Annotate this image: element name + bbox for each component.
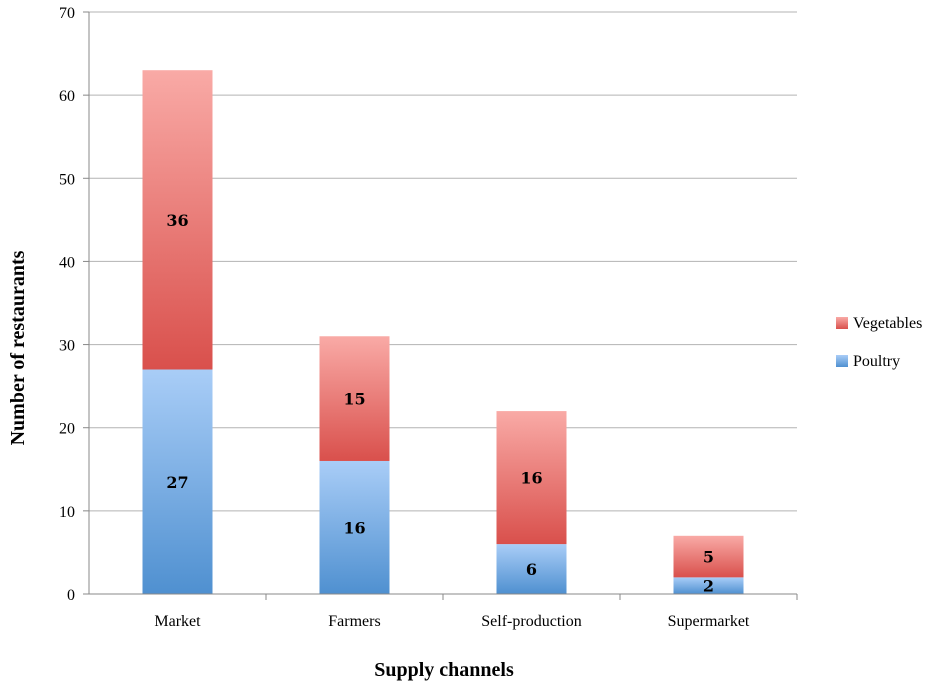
data-label: 5 xyxy=(703,548,714,567)
x-axis-title: Supply channels xyxy=(374,659,514,681)
data-label: 2 xyxy=(703,577,714,596)
bar-segment-vegetables-market xyxy=(142,70,213,370)
y-axis-title: Number of restaurants xyxy=(7,250,29,445)
bar-segment-vegetables-self-production xyxy=(496,411,567,545)
legend-label: Poultry xyxy=(853,353,900,370)
y-tick-label: 20 xyxy=(59,421,75,438)
legend-label: Vegetables xyxy=(853,315,922,332)
data-label: 15 xyxy=(343,390,365,409)
x-tick-label: Market xyxy=(154,613,201,630)
y-tick-label: 50 xyxy=(59,171,75,188)
bar-segment-poultry-farmers xyxy=(319,460,390,594)
data-label: 16 xyxy=(343,518,365,537)
bar-segment-poultry-self-production xyxy=(496,544,567,594)
data-labels: 27 36 16 15 6 16 2 5 xyxy=(166,211,714,596)
legend-swatch xyxy=(836,317,848,329)
legend: Vegetables Poultry xyxy=(836,315,922,370)
bars xyxy=(142,70,744,594)
y-tick-label: 70 xyxy=(59,5,75,22)
x-tick-label: Farmers xyxy=(328,613,380,630)
y-tick-label: 10 xyxy=(59,504,75,521)
axes xyxy=(88,12,797,595)
y-tick-label: 60 xyxy=(59,88,75,105)
data-label: 16 xyxy=(520,469,542,488)
bar-segment-vegetables-supermarket xyxy=(673,535,744,578)
bar-segment-poultry-supermarket xyxy=(673,577,744,594)
y-axis-ticks: 0 10 20 30 40 50 60 70 xyxy=(59,5,89,604)
y-tick-label: 30 xyxy=(59,338,75,355)
y-tick-label: 0 xyxy=(67,587,75,604)
data-label: 36 xyxy=(166,211,188,230)
bar-segment-vegetables-farmers xyxy=(319,336,390,461)
legend-swatch xyxy=(836,355,848,367)
bar-segment-poultry-market xyxy=(142,369,213,594)
x-tick-label: Supermarket xyxy=(668,613,750,630)
data-label: 6 xyxy=(526,560,537,579)
data-label: 27 xyxy=(166,473,188,492)
x-tick-label: Self-production xyxy=(481,613,581,630)
x-axis-categories: Market Farmers Self-production Supermarket xyxy=(154,594,798,630)
y-tick-label: 40 xyxy=(59,254,75,271)
